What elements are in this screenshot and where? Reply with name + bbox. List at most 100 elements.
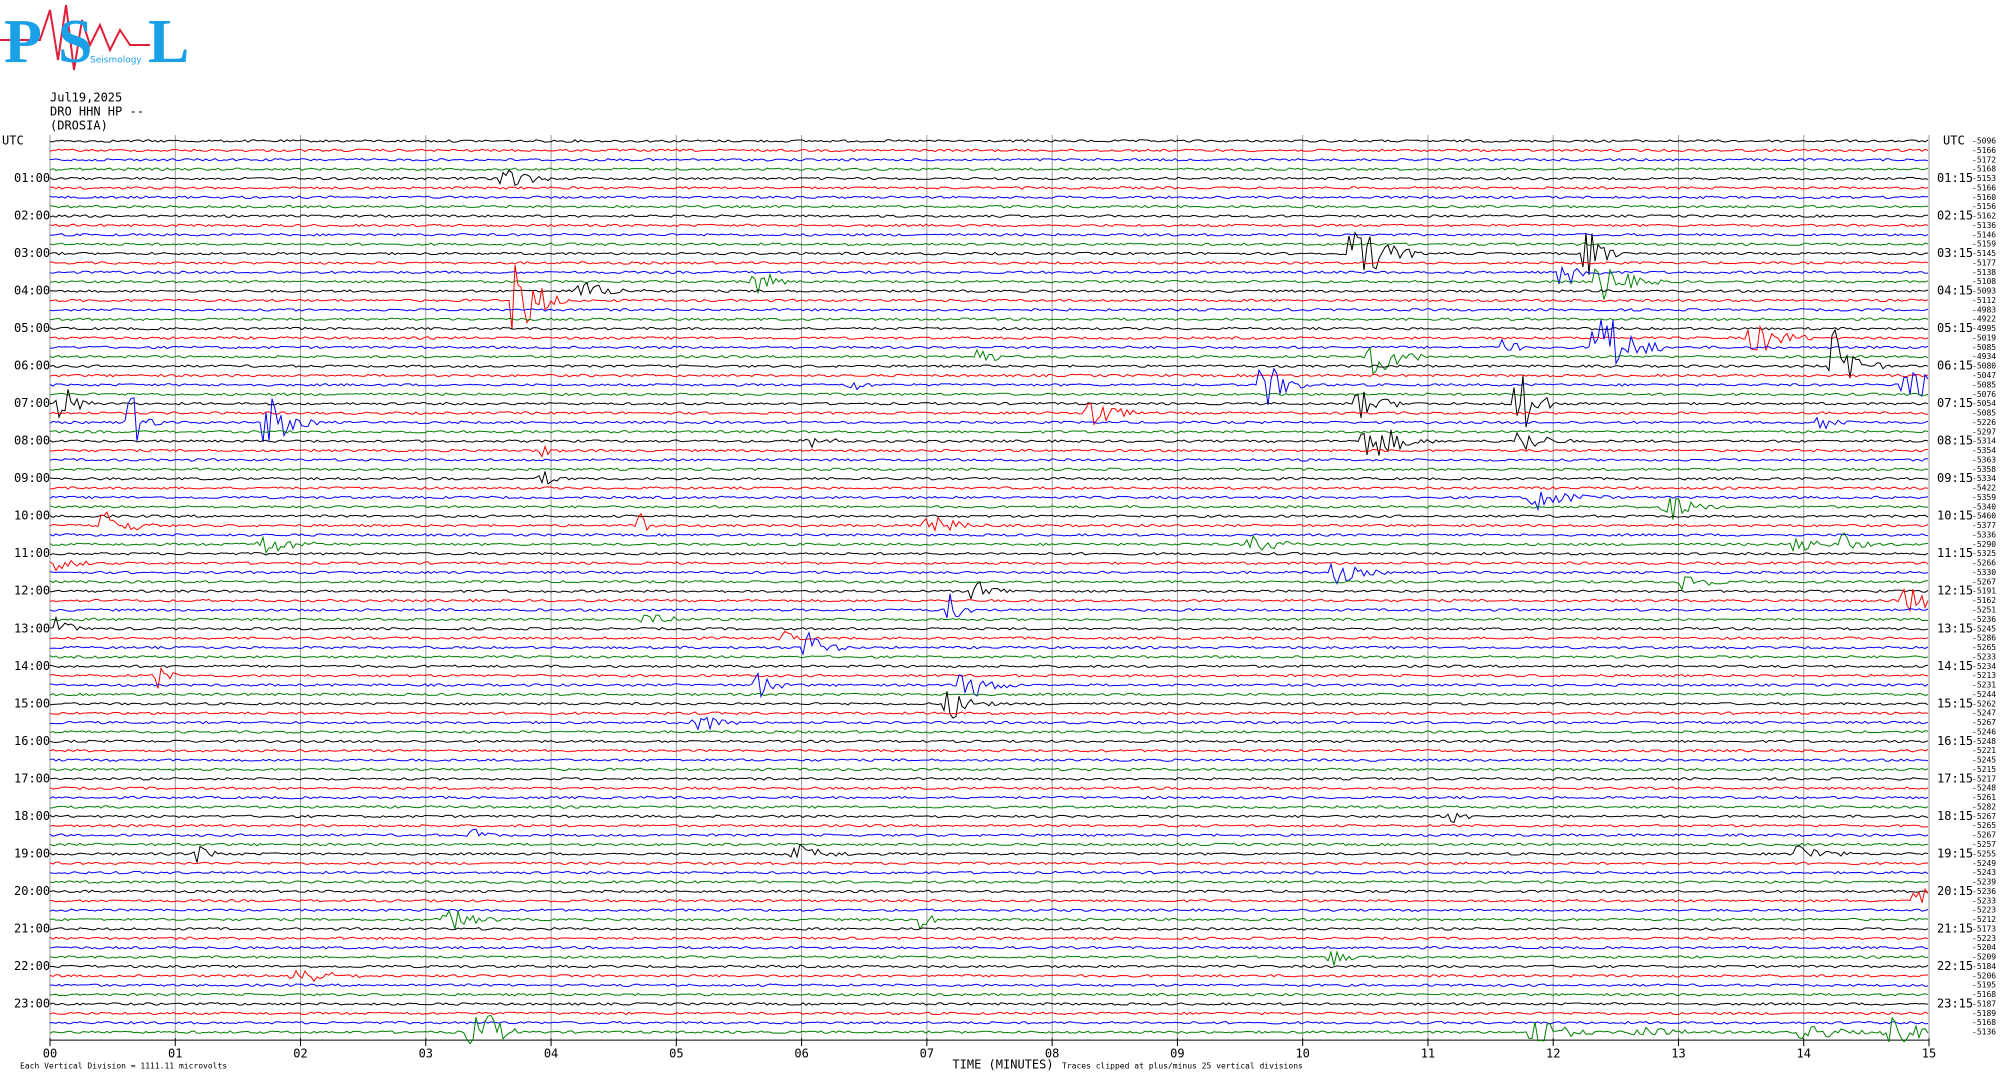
row-offset: -5247	[1972, 709, 1996, 718]
row-offset: -5156	[1972, 202, 1996, 211]
trace	[49, 514, 1929, 518]
row-offset: -5177	[1972, 258, 1996, 267]
trace	[49, 375, 1929, 428]
row-offset: -5162	[1972, 596, 1996, 605]
row-offset: -5267	[1972, 831, 1996, 840]
trace	[50, 319, 1929, 366]
row-offset: -5159	[1972, 240, 1996, 249]
hour-label: 18:15	[1937, 809, 1973, 823]
hour-label: 13:15	[1937, 621, 1973, 635]
trace	[49, 887, 1929, 904]
trace	[49, 964, 1929, 969]
trace	[49, 242, 1929, 246]
trace	[49, 346, 1929, 375]
row-offset: -5160	[1972, 193, 1996, 202]
trace	[49, 786, 1929, 791]
trace	[49, 429, 1929, 434]
trace	[49, 445, 1929, 458]
trace	[49, 532, 1929, 555]
trace	[49, 551, 1929, 556]
hour-label: 21:15	[1937, 921, 1973, 935]
row-offset: -5290	[1972, 540, 1996, 549]
row-offset: -5363	[1972, 455, 1996, 464]
x-tick-label: 06	[794, 1047, 808, 1061]
trace	[49, 169, 1929, 187]
row-offset: -5054	[1972, 399, 1996, 408]
hour-label: 14:15	[1937, 659, 1973, 673]
row-offset: -5460	[1972, 512, 1996, 521]
hour-label: 01:00	[14, 171, 50, 185]
trace	[49, 823, 1928, 828]
row-offset: -5213	[1972, 671, 1996, 680]
row-offset: -4983	[1972, 305, 1996, 314]
trace	[49, 397, 1929, 442]
row-offset: -5239	[1972, 878, 1996, 887]
trace	[49, 328, 1929, 379]
trace	[49, 265, 1929, 330]
hour-label: 12:15	[1937, 584, 1973, 598]
hour-label: 07:00	[14, 396, 50, 410]
x-tick-label: 03	[419, 1047, 433, 1061]
row-offset: -5226	[1972, 418, 1996, 427]
trace	[49, 672, 1929, 699]
x-tick-label: 10	[1295, 1047, 1309, 1061]
row-offset: -5166	[1972, 183, 1996, 192]
x-tick-label: 00	[43, 1047, 57, 1061]
hour-label: 14:00	[14, 659, 50, 673]
hour-label: 02:00	[14, 209, 50, 223]
hour-label: 12:00	[14, 584, 50, 598]
trace	[49, 1002, 1929, 1006]
trace	[49, 630, 1929, 641]
x-tick-label: 08	[1045, 1047, 1059, 1061]
clip-note: Traces clipped at plus/minus 25 vertical…	[1062, 1062, 1303, 1071]
trace	[49, 326, 1929, 331]
row-offset: -5172	[1972, 155, 1996, 164]
row-offset: -5246	[1972, 727, 1996, 736]
trace	[49, 983, 1929, 987]
trace	[49, 562, 1929, 586]
scale-note: Each Vertical Division = 1111.11 microvo…	[20, 1062, 227, 1071]
row-offset: -5189	[1972, 1009, 1996, 1018]
row-offset: -5255	[1972, 849, 1996, 858]
row-offset: -5138	[1972, 268, 1996, 277]
trace	[49, 308, 1929, 312]
row-offset: -5173	[1972, 924, 1996, 933]
row-offset: -5168	[1972, 165, 1996, 174]
trace	[49, 843, 1929, 863]
row-offset: -5359	[1972, 493, 1996, 502]
row-offset: -5108	[1972, 277, 1996, 286]
trace	[49, 157, 1929, 162]
row-offset: -5204	[1972, 943, 1996, 952]
trace	[49, 281, 1929, 297]
logo-letter: L	[148, 8, 189, 76]
x-tick-label: 02	[293, 1047, 307, 1061]
trace	[49, 139, 1929, 143]
trace	[49, 392, 1929, 397]
trace	[49, 367, 1929, 406]
trace	[49, 666, 1929, 689]
trace	[49, 204, 1929, 209]
title-line: (DROSIA)	[50, 119, 108, 133]
row-offset: -5215	[1972, 765, 1996, 774]
hour-label: 01:15	[1937, 171, 1973, 185]
row-offset: -5096	[1972, 137, 1996, 146]
row-offset: -5236	[1972, 615, 1996, 624]
trace	[49, 324, 1929, 351]
hour-label: 10:00	[14, 509, 50, 523]
trace	[49, 471, 1929, 485]
trace	[49, 691, 1929, 719]
trace	[49, 533, 1929, 537]
trace	[49, 195, 1929, 200]
row-offset: -5257	[1972, 840, 1996, 849]
row-offset: -5267	[1972, 812, 1996, 821]
trace	[49, 1020, 1929, 1025]
trace	[49, 497, 1928, 520]
logo-letter: S	[58, 8, 92, 76]
title-line: Jul19,2025	[50, 91, 122, 105]
row-offset: -5262	[1972, 699, 1996, 708]
hour-label: 15:15	[1937, 696, 1973, 710]
row-offset: -5233	[1972, 896, 1996, 905]
row-offset: -5080	[1972, 362, 1996, 371]
x-tick-label: 07	[920, 1047, 934, 1061]
